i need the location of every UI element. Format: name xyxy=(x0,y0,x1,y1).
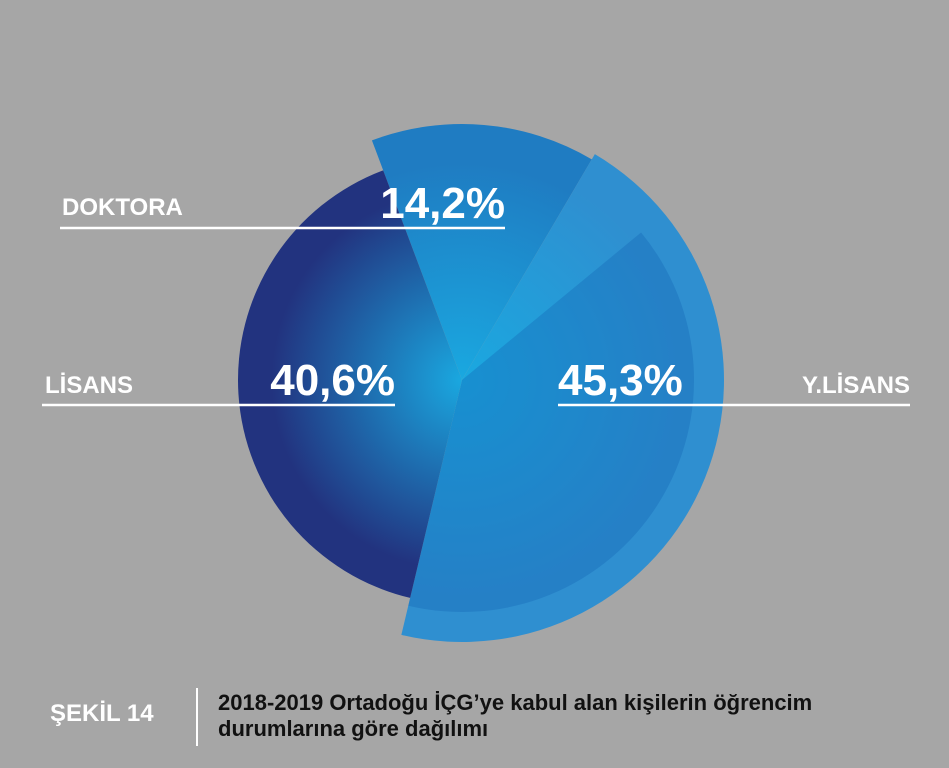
chart: DOKTORA 14,2% Y.LİSANS 45,3% LİSANS 40,6% xyxy=(42,124,910,642)
figure-label: ŞEKİL 14 xyxy=(50,700,154,727)
chart-title: 2018-2019 Ortadoğu İÇG’ye kabul alan kiş… xyxy=(218,690,813,741)
pie-slice xyxy=(237,170,462,598)
value-label: 14,2% xyxy=(380,179,505,228)
value-label: 45,3% xyxy=(558,356,683,405)
separator xyxy=(196,688,198,746)
category-label: LİSANS xyxy=(45,372,133,399)
category-label: DOKTORA xyxy=(62,194,183,221)
pie-slice xyxy=(371,124,592,380)
category-label: Y.LİSANS xyxy=(802,372,910,399)
pie-slice xyxy=(401,154,724,642)
value-label: 40,6% xyxy=(270,356,395,405)
